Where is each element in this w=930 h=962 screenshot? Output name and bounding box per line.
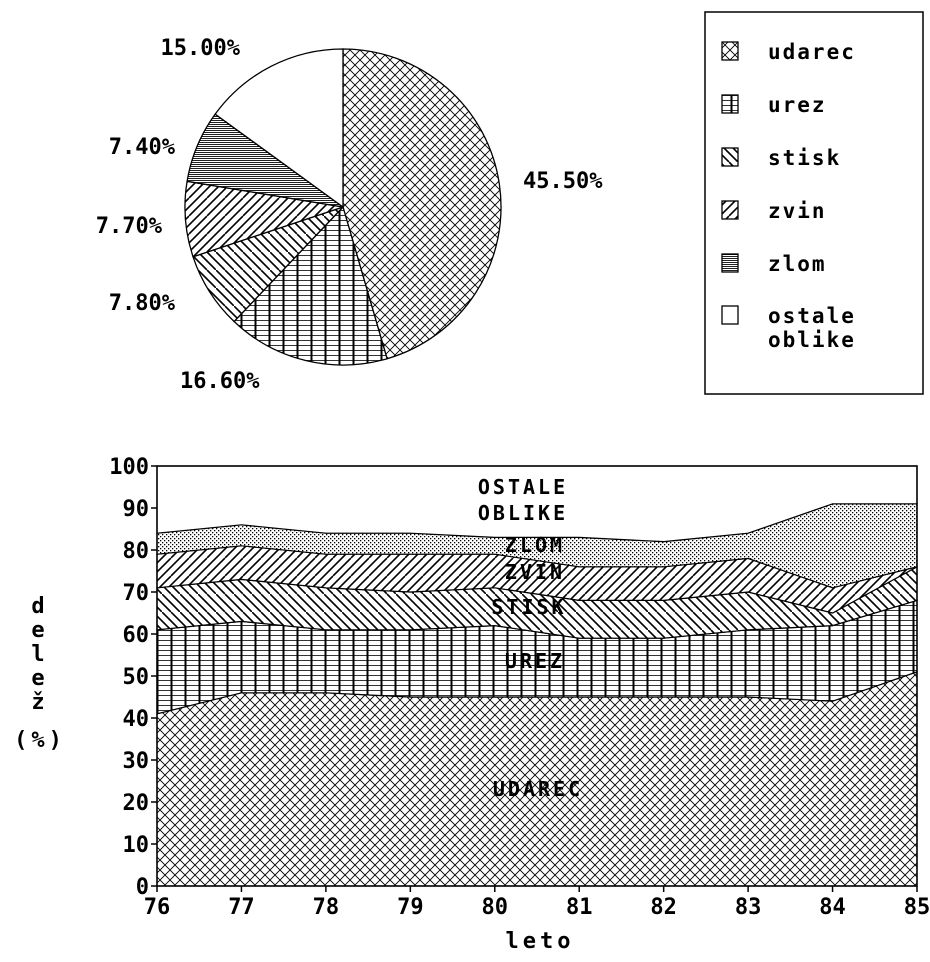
y-tick-label: 80 [123, 539, 150, 564]
area-label-urez: UREZ [505, 649, 565, 673]
x-axis: 76 77 78 79 80 81 82 83 84 85 [144, 886, 930, 920]
pie-chart [184, 48, 502, 366]
y-tick-label: 100 [109, 455, 149, 480]
x-tick-label: 78 [313, 895, 340, 920]
legend-item-urez: urez [721, 93, 827, 117]
y-tick-label: 70 [123, 581, 150, 606]
area-label-ostale: OSTALE [478, 475, 568, 499]
legend-swatch-zvin [721, 200, 739, 220]
y-tick-label: 40 [123, 707, 150, 732]
area-series [156, 465, 918, 887]
area-label-udarec: UDAREC [493, 777, 583, 801]
legend-item-ostale: ostale oblike [721, 304, 856, 352]
pie-label-stisk: 7.80% [109, 291, 176, 316]
legend-item-udarec: udarec [721, 40, 856, 64]
y-tick-label: 60 [123, 623, 150, 648]
y-axis-title-char: e [31, 618, 48, 643]
x-tick-label: 79 [397, 895, 424, 920]
legend: udarec urez stisk zvin zlom ostale oblik… [704, 11, 924, 395]
y-tick-label: 0 [136, 875, 149, 900]
pie-slice-urez [233, 205, 388, 366]
y-tick-label: 50 [123, 665, 150, 690]
pie-label-zvin: 7.70% [96, 214, 163, 239]
legend-item-stisk: stisk [721, 146, 841, 170]
y-tick-label: 10 [123, 833, 150, 858]
y-tick-label: 30 [123, 749, 150, 774]
y-axis-title-char: ž [31, 690, 48, 715]
pie-label-udarec: 45.50% [523, 169, 603, 194]
area-label-stisk: STISK [491, 595, 566, 619]
y-axis-title-char: d [31, 594, 48, 619]
legend-swatch-udarec [721, 41, 739, 61]
y-axis-title-char: e [31, 666, 48, 691]
x-tick-label: 76 [144, 895, 171, 920]
legend-swatch-stisk [721, 147, 739, 167]
legend-item-zvin: zvin [721, 199, 827, 223]
x-tick-label: 84 [819, 895, 846, 920]
area-chart: 0 10 20 30 40 50 60 70 80 90 100 76 77 78 79 80 81 82 83 8… [14, 455, 930, 954]
area-label-oblike: OBLIKE [478, 501, 568, 525]
area-label-zlom: ZLOM [505, 533, 565, 557]
area-label-zvin: ZVIN [505, 560, 565, 584]
x-axis-title: leto [506, 929, 575, 954]
area-labels: OSTALE OBLIKE ZLOM ZVIN STISK UREZ UDARE… [478, 475, 583, 801]
pie-label-urez: 16.60% [180, 369, 260, 394]
legend-label-stisk: stisk [768, 146, 841, 170]
x-tick-label: 83 [735, 895, 762, 920]
legend-label-zvin: zvin [768, 199, 827, 223]
y-tick-label: 20 [123, 791, 150, 816]
x-tick-label: 77 [228, 895, 255, 920]
y-axis: 0 10 20 30 40 50 60 70 80 90 100 [109, 455, 157, 900]
pie-label-zlom: 7.40% [109, 135, 176, 160]
legend-frame [704, 11, 924, 395]
y-axis-title: d e l e ž (%) [14, 594, 66, 753]
legend-swatch-ostale [721, 305, 739, 325]
legend-item-zlom: zlom [721, 252, 827, 276]
legend-label-urez: urez [768, 93, 827, 117]
y-axis-title-char: l [31, 642, 48, 667]
legend-swatch-zlom [721, 253, 739, 273]
legend-label-ostale: ostale [768, 304, 856, 328]
y-axis-title-char: (%) [14, 728, 66, 753]
pie-labels: 45.50% 16.60% 7.80% 7.70% 7.40% 15.00% [96, 36, 603, 394]
legend-label-zlom: zlom [768, 252, 827, 276]
pie-slice-udarec [342, 48, 502, 360]
pie-slice-ostale-oblike [214, 48, 344, 209]
pie-label-ostale-oblike: 15.00% [161, 36, 241, 61]
x-tick-label: 80 [482, 895, 509, 920]
x-tick-label: 82 [650, 895, 677, 920]
legend-swatch-urez [721, 94, 739, 114]
y-tick-label: 90 [123, 497, 150, 522]
legend-label-oblike: oblike [768, 328, 856, 352]
x-tick-label: 85 [904, 895, 930, 920]
x-tick-label: 81 [566, 895, 593, 920]
legend-label-udarec: udarec [768, 40, 856, 64]
